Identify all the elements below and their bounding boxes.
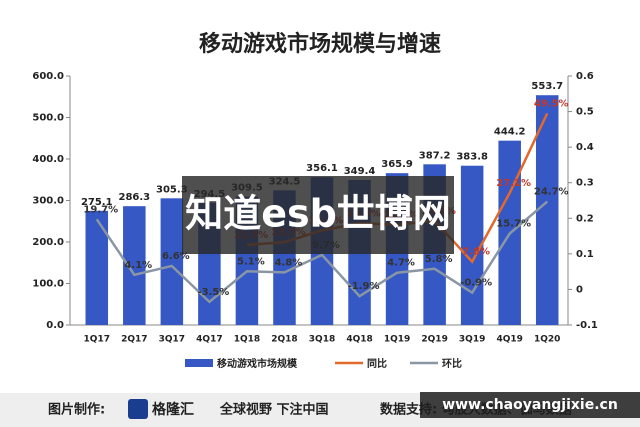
line-value-label: 5.1% — [237, 256, 265, 267]
chart-title: 移动游戏市场规模与增速 — [199, 31, 441, 57]
y2-tick-label: -0.1 — [576, 320, 598, 331]
bar — [535, 95, 559, 325]
y-tick-label: 0.0 — [46, 320, 64, 331]
bar-value-label: 444.2 — [494, 127, 526, 138]
y-tick-label: 400.0 — [32, 154, 64, 165]
footer-made-by: 图片制作: — [48, 402, 105, 418]
y-tick-label: 300.0 — [32, 196, 64, 207]
line — [95, 200, 549, 304]
bar-value-label: 305.3 — [156, 184, 188, 195]
line-value-label: 15.7% — [496, 219, 531, 230]
bar-value-label: 286.3 — [118, 192, 150, 203]
line-value-label: -0.9% — [460, 278, 492, 289]
line-value-label: 4.1% — [124, 260, 152, 271]
line-value-label: -3.5% — [197, 287, 229, 298]
url: www.chaoyangjixie.cn — [442, 397, 618, 413]
x-tick-label: 1Q20 — [534, 335, 560, 345]
legend-label: 移动游戏市场规模 — [217, 357, 298, 370]
watermark-box — [182, 176, 454, 254]
x-tick-label: 2Q17 — [121, 335, 147, 345]
bar-value-label: 275.1 — [81, 197, 113, 208]
line-value-label: 19.7% — [83, 204, 118, 215]
bar — [123, 206, 146, 325]
y2-tick-label: 0.5 — [576, 107, 594, 118]
watermark: 知道esb世博网 — [185, 192, 451, 236]
x-tick-label: 3Q17 — [159, 335, 185, 345]
line-value-label: 7.8% — [462, 247, 490, 258]
x-tick-label: 1Q19 — [384, 335, 410, 345]
line-value-label: 4.8% — [275, 257, 303, 268]
footer-logo: 格隆汇 — [152, 401, 194, 418]
x-tick-label: 4Q18 — [346, 335, 372, 345]
y-tick-label: 100.0 — [32, 279, 64, 290]
bar-value-label: 553.7 — [531, 81, 563, 92]
line-value-label: 5.8% — [425, 254, 453, 265]
footer-slogan: 全球视野 下注中国 — [219, 402, 329, 418]
x-tick-label: 1Q18 — [234, 335, 260, 345]
x-tick-label: 1Q17 — [84, 335, 110, 345]
x-tick-label: 4Q17 — [196, 335, 222, 345]
line-value-label: 24.7% — [534, 187, 569, 198]
y2-tick-label: 0.6 — [576, 71, 594, 82]
x-tick-label: 4Q19 — [496, 335, 522, 345]
y2-tick-label: 0.4 — [576, 142, 594, 153]
bar-value-label: 383.8 — [456, 152, 488, 163]
y2-tick-label: 0.1 — [576, 249, 594, 260]
line-value-label: 6.6% — [162, 251, 190, 262]
legend-swatch — [185, 359, 213, 367]
bar-value-label: 349.4 — [344, 166, 376, 177]
line-value-label: 49.5% — [534, 98, 569, 109]
y2-tick-label: 0 — [576, 284, 583, 295]
y2-tick-label: 0.2 — [576, 213, 594, 224]
url-box — [420, 392, 640, 418]
bar-value-label: 365.9 — [381, 159, 413, 170]
x-tick-label: 3Q19 — [459, 335, 485, 345]
y-tick-label: 600.0 — [32, 71, 64, 82]
bar — [85, 210, 109, 325]
y-tick-label: 500.0 — [32, 113, 64, 124]
line-value-label: 4.7% — [387, 258, 415, 269]
bar-value-label: 387.2 — [419, 150, 451, 161]
bar — [160, 198, 184, 325]
x-tick-label: 2Q19 — [421, 335, 447, 345]
logo-icon — [128, 399, 148, 419]
bar-value-label: 356.1 — [306, 163, 338, 174]
legend-label: 环比 — [442, 357, 462, 370]
y-tick-label: 200.0 — [32, 237, 64, 248]
line-value-label: 27.1% — [496, 178, 531, 189]
x-tick-label: 3Q18 — [309, 335, 335, 345]
line-value-label: -1.9% — [348, 281, 380, 292]
x-tick-label: 2Q18 — [271, 335, 297, 345]
y2-tick-label: 0.3 — [576, 178, 594, 189]
legend-label: 同比 — [367, 357, 387, 370]
